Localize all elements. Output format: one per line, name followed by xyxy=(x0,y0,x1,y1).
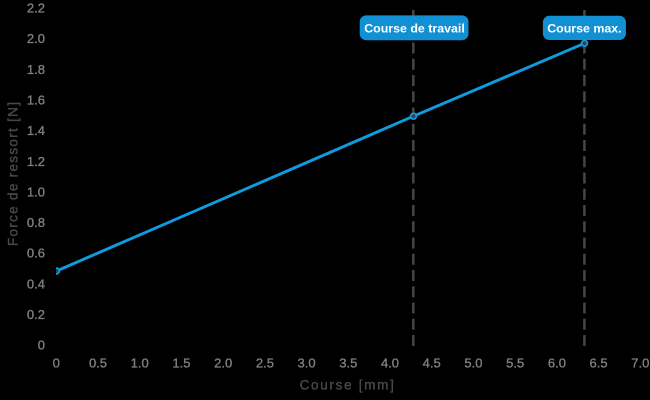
svg-text:3.5: 3.5 xyxy=(339,356,357,371)
svg-text:0.2: 0.2 xyxy=(27,307,45,322)
svg-text:Course max.: Course max. xyxy=(547,22,621,36)
svg-text:1.2: 1.2 xyxy=(27,154,45,169)
svg-text:2.0: 2.0 xyxy=(214,356,232,371)
svg-text:0: 0 xyxy=(53,356,60,371)
svg-text:1.8: 1.8 xyxy=(27,62,45,77)
svg-text:0.6: 0.6 xyxy=(27,246,45,261)
svg-text:Course [mm]: Course [mm] xyxy=(300,378,396,393)
svg-text:4.0: 4.0 xyxy=(381,356,399,371)
svg-text:0.8: 0.8 xyxy=(27,215,45,230)
svg-text:5.5: 5.5 xyxy=(506,356,524,371)
svg-text:5.0: 5.0 xyxy=(464,356,482,371)
svg-text:1.0: 1.0 xyxy=(131,356,149,371)
svg-text:2.2: 2.2 xyxy=(27,1,45,16)
svg-text:6.0: 6.0 xyxy=(548,356,566,371)
svg-text:3.0: 3.0 xyxy=(298,356,316,371)
svg-text:Force de ressort [N]: Force de ressort [N] xyxy=(6,101,21,246)
svg-text:0.4: 0.4 xyxy=(27,276,45,291)
svg-text:2.5: 2.5 xyxy=(256,356,274,371)
svg-text:1.5: 1.5 xyxy=(172,356,190,371)
svg-text:0: 0 xyxy=(38,338,45,353)
svg-text:2.0: 2.0 xyxy=(27,31,45,46)
svg-text:4.5: 4.5 xyxy=(423,356,441,371)
svg-text:7.0: 7.0 xyxy=(631,356,649,371)
svg-text:1.4: 1.4 xyxy=(27,123,45,138)
svg-text:1.6: 1.6 xyxy=(27,93,45,108)
svg-text:6.5: 6.5 xyxy=(590,356,608,371)
svg-text:1.0: 1.0 xyxy=(27,184,45,199)
svg-text:0.5: 0.5 xyxy=(89,356,107,371)
svg-text:Course de travail: Course de travail xyxy=(364,22,465,36)
